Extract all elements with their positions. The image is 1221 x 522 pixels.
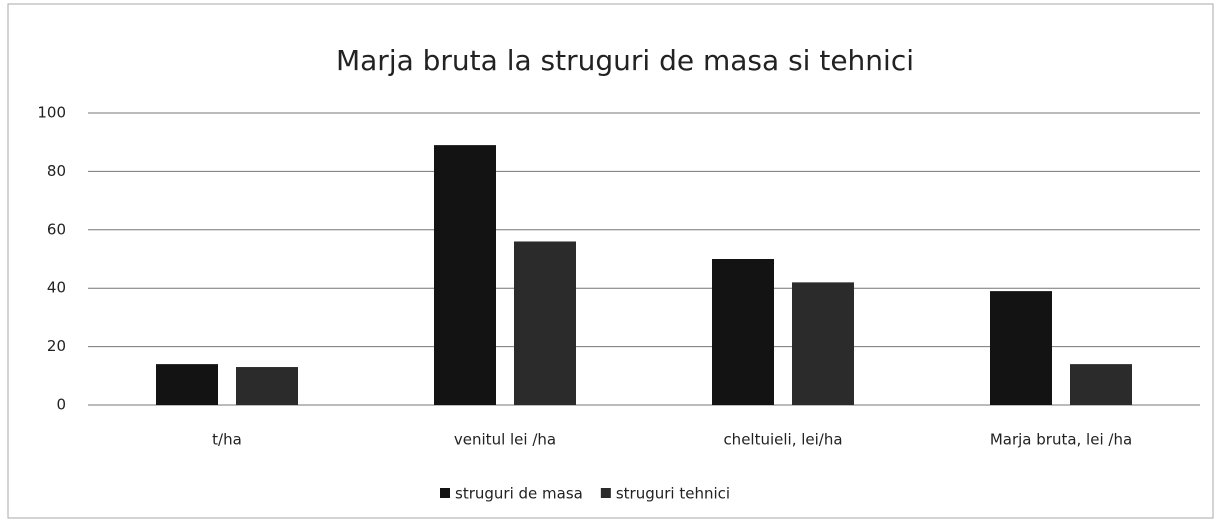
x-tick-label: cheltuieli, lei/ha: [723, 431, 842, 449]
legend-label: struguri de masa: [455, 485, 583, 503]
legend-swatch: [600, 488, 611, 498]
y-tick-label: 80: [47, 162, 66, 180]
bar: [156, 364, 218, 405]
bar: [792, 282, 854, 405]
bar: [236, 367, 298, 405]
chart-title: Marja bruta la struguri de masa si tehni…: [336, 44, 914, 77]
legend-label: struguri tehnici: [616, 485, 730, 503]
y-tick-label: 100: [37, 104, 66, 122]
x-tick-label: Marja bruta, lei /ha: [990, 431, 1132, 449]
y-tick-label: 60: [47, 220, 66, 238]
x-tick-label: venitul lei /ha: [454, 431, 556, 449]
bar: [1070, 364, 1132, 405]
y-tick-label: 20: [47, 337, 66, 355]
x-tick-label: t/ha: [212, 431, 242, 449]
y-tick-label: 0: [56, 396, 66, 414]
chart-border: [7, 3, 1214, 519]
bar: [990, 291, 1052, 405]
y-tick-label: 40: [47, 279, 66, 297]
bar: [712, 259, 774, 405]
legend-swatch: [440, 488, 450, 498]
bar: [514, 241, 576, 405]
bar: [434, 145, 496, 405]
